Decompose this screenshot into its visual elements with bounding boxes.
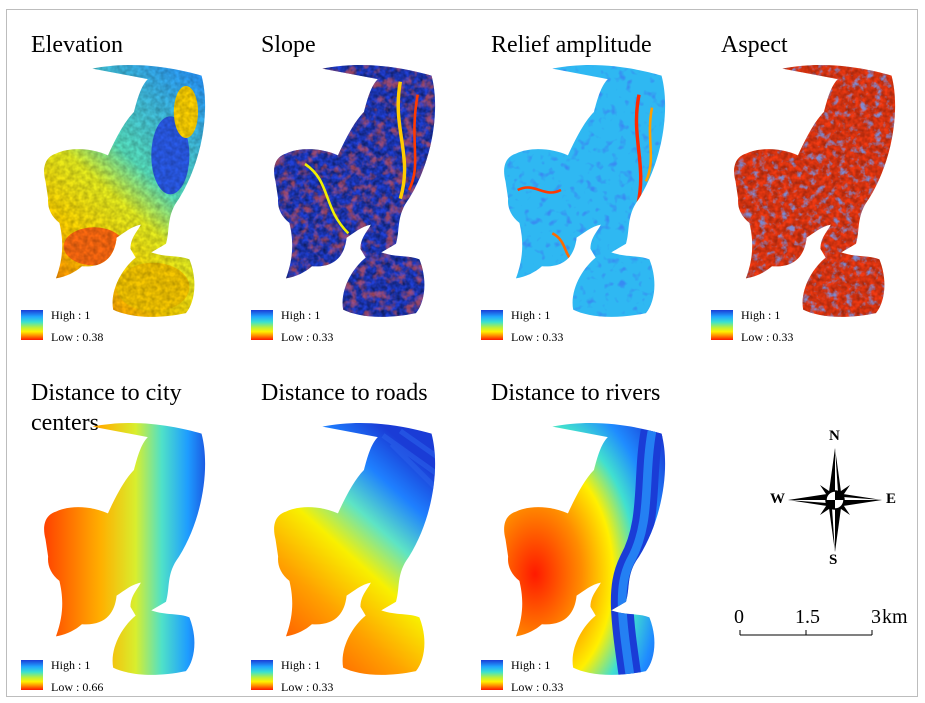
legend-high-label: High : 1 bbox=[741, 308, 781, 322]
panel-distance-to-roads: Distance to roads High : 1 Low : 0.33 bbox=[237, 358, 467, 703]
panel-aspect: Aspect High : 1 Low : 0.33 bbox=[697, 10, 925, 355]
panel-title: Slope bbox=[261, 32, 316, 58]
legend-low-label: Low : 0.33 bbox=[511, 680, 564, 694]
legend-color-ramp bbox=[481, 660, 503, 690]
figure-frame: Elevation High : 1 Low : 0.38 Slope bbox=[6, 9, 918, 697]
scale-bar-line bbox=[739, 630, 873, 636]
panel-title: Aspect bbox=[721, 32, 788, 58]
north-arrow: N S W E bbox=[770, 428, 900, 568]
legend-high-label: High : 1 bbox=[51, 308, 91, 322]
legend-low-label: Low : 0.33 bbox=[741, 330, 794, 344]
panel-title: Relief amplitude bbox=[491, 32, 652, 58]
legend-color-ramp bbox=[21, 310, 43, 340]
panel-elevation: Elevation High : 1 Low : 0.38 bbox=[7, 10, 237, 355]
compass-w-label: W bbox=[770, 491, 785, 507]
slope-map bbox=[274, 65, 436, 317]
distance-to-city-centers-map bbox=[44, 423, 206, 675]
panel-slope: Slope High : 1 Low : 0.33 bbox=[237, 10, 467, 355]
panel-distance-to-rivers: Distance to rivers High : 1 Low : 0.33 bbox=[467, 358, 697, 703]
legend-high-label: High : 1 bbox=[51, 658, 91, 672]
panel-title: Distance to city centers bbox=[31, 380, 182, 436]
compass-n-label: N bbox=[829, 428, 840, 444]
legend-low-label: Low : 0.33 bbox=[511, 330, 564, 344]
panel-title: Elevation bbox=[31, 32, 123, 58]
panel-title: Distance to roads bbox=[261, 380, 428, 406]
distance-to-rivers-map bbox=[504, 423, 666, 675]
compass-s-label: S bbox=[829, 552, 838, 568]
panel-title: Distance to rivers bbox=[491, 380, 661, 406]
legend-high-label: High : 1 bbox=[281, 658, 321, 672]
scale-tick-1: 1.5 bbox=[795, 606, 820, 628]
aspect-map bbox=[734, 65, 896, 317]
legend-color-ramp bbox=[251, 660, 273, 690]
legend-low-label: Low : 0.33 bbox=[281, 330, 334, 344]
legend-color-ramp bbox=[481, 310, 503, 340]
scale-bar: 0 1.5 3 km bbox=[731, 606, 911, 676]
compass-e-label: E bbox=[886, 491, 897, 507]
compass-rose-icon bbox=[788, 448, 882, 552]
relief-amplitude-map bbox=[504, 65, 666, 317]
legend-high-label: High : 1 bbox=[511, 308, 551, 322]
legend-high-label: High : 1 bbox=[281, 308, 321, 322]
scale-unit: km bbox=[882, 606, 908, 628]
panel-relief-amplitude: Relief amplitude High : 1 Low : 0.33 bbox=[467, 10, 697, 355]
elevation-map bbox=[44, 65, 206, 317]
legend-high-label: High : 1 bbox=[511, 658, 551, 672]
panel-distance-to-city-centers: Distance to city centers High : 1 Low : … bbox=[7, 358, 237, 703]
legend-color-ramp bbox=[251, 310, 273, 340]
distance-to-roads-map bbox=[274, 423, 436, 675]
legend-low-label: Low : 0.38 bbox=[51, 330, 104, 344]
scale-tick-2: 3 bbox=[871, 606, 881, 628]
legend-low-label: Low : 0.66 bbox=[51, 680, 104, 694]
legend-color-ramp bbox=[711, 310, 733, 340]
legend-color-ramp bbox=[21, 660, 43, 690]
scale-tick-0: 0 bbox=[734, 606, 744, 628]
legend-low-label: Low : 0.33 bbox=[281, 680, 334, 694]
